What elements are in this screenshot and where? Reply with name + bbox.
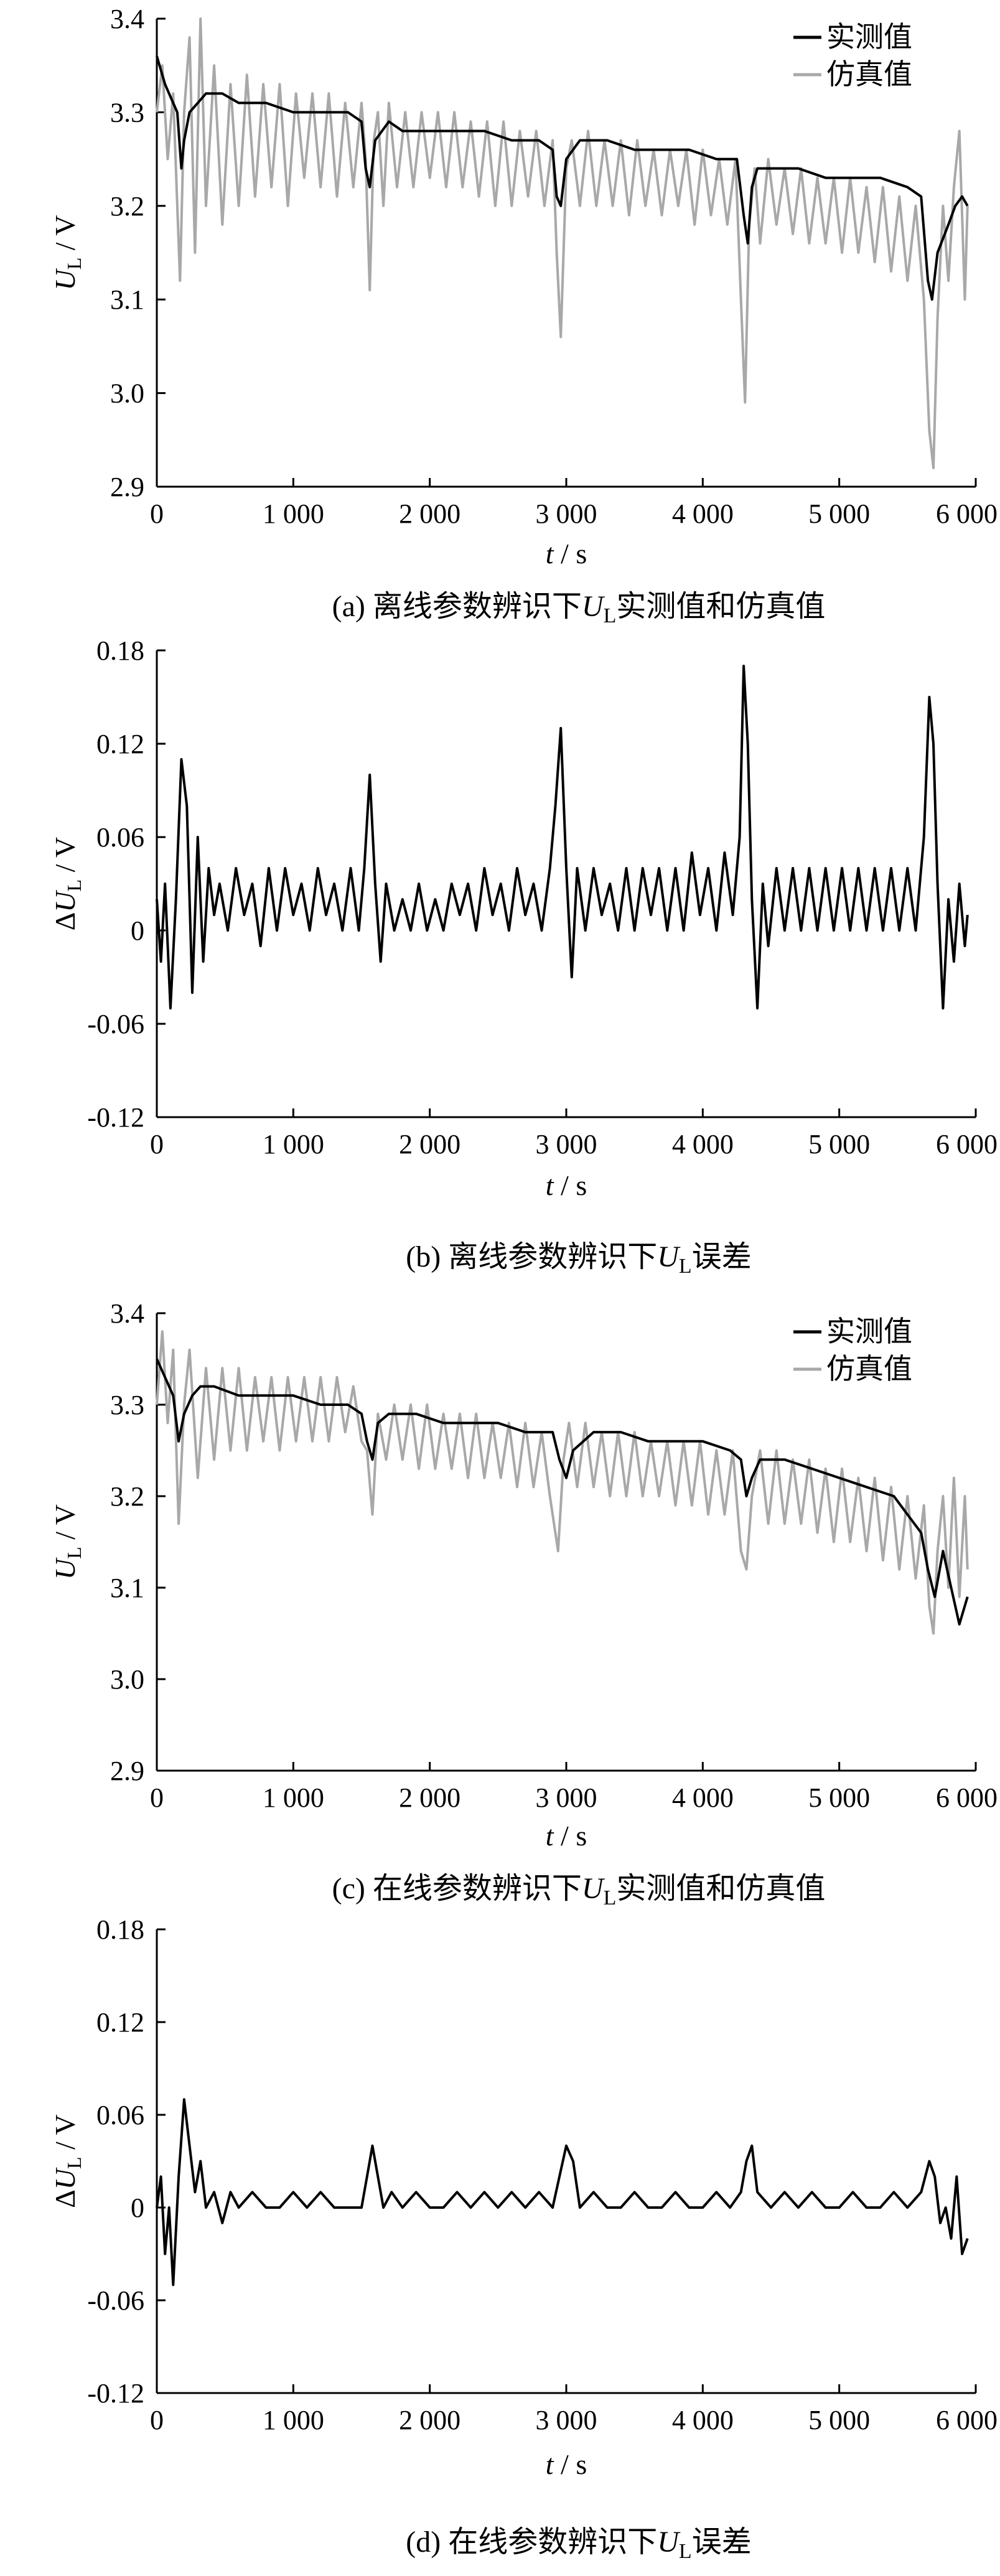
x-tick-label: 4 000: [672, 2405, 734, 2435]
x-tick-label: 3 000: [536, 2405, 597, 2435]
x-tick-label: 6 000: [936, 1782, 998, 1813]
error-series-line: [156, 2098, 969, 2287]
x-tick-label: 0: [150, 1782, 164, 1813]
x-tick-label: 4 000: [672, 499, 734, 529]
x-axis-title: t / s: [546, 2448, 587, 2480]
legend-label-simulated: 仿真值: [826, 59, 912, 90]
series-simulated-line: [156, 17, 969, 469]
error-series-line: [156, 665, 969, 1009]
y-tick-label: 3.0: [110, 378, 144, 409]
x-tick-label: 2 000: [399, 2405, 460, 2435]
y-tick-label: 0.06: [96, 822, 144, 853]
x-tick-label: 6 000: [936, 2405, 998, 2435]
x-axis-title: t / s: [546, 1820, 587, 1852]
y-tick-label: 0.12: [96, 2007, 144, 2038]
x-tick-label: 0: [150, 499, 164, 529]
y-tick-label: 3.2: [110, 1481, 144, 1512]
y-tick-label: -0.06: [87, 2285, 144, 2316]
y-tick-label: 3.1: [110, 1573, 144, 1603]
x-tick-label: 0: [150, 2405, 164, 2435]
chart-panel-b: -0.12 -0.06 0 0.06 0.12 0.18 0 1 000 2 000 3 000 4…: [49, 635, 998, 1278]
x-tick-label: 0: [150, 1129, 164, 1159]
x-tick-label: 5 000: [808, 2405, 870, 2435]
x-tick-label: 1 000: [263, 499, 324, 529]
y-tick-label: 0.18: [96, 635, 144, 666]
y-tick-label: 3.3: [110, 97, 144, 128]
x-tick-label: 3 000: [536, 499, 597, 529]
legend-label-measured: 实测值: [826, 1316, 912, 1347]
x-tick-label: 1 000: [263, 1129, 324, 1159]
y-tick-label: 2.9: [110, 1756, 144, 1786]
x-axis-title: t / s: [546, 538, 587, 569]
x-tick-label: 4 000: [672, 1782, 734, 1813]
x-tick-label: 2 000: [399, 1782, 460, 1813]
x-tick-label: 1 000: [263, 1782, 324, 1813]
y-tick-label: 0: [131, 2193, 144, 2223]
x-tick-label: 5 000: [808, 499, 870, 529]
y-tick-label: 0.12: [96, 729, 144, 759]
x-axis-title: t / s: [546, 1169, 587, 1201]
x-tick-label: 3 000: [536, 1782, 597, 1813]
chart-panel-a: 2.9 3.0 3.1 3.2 3.3 3.4 0 1 000 2 000 3 000 4 000 5…: [49, 4, 998, 627]
x-tick-label: 2 000: [399, 499, 460, 529]
x-tick-label: 1 000: [263, 2405, 324, 2435]
x-tick-label: 2 000: [399, 1129, 460, 1159]
y-axis-title: UL / V: [49, 1504, 85, 1580]
y-tick-label: 3.2: [110, 191, 144, 222]
y-tick-label: 3.4: [110, 1298, 144, 1329]
legend-label-measured: 实测值: [826, 21, 912, 53]
series-measured-line: [156, 1358, 969, 1626]
series-simulated-line: [156, 1330, 969, 1635]
y-tick-label: 0.06: [96, 2100, 144, 2130]
figure-caption: (a) 离线参数辨识下UL实测值和仿真值: [332, 590, 826, 627]
y-axis-title: UL / V: [49, 215, 85, 291]
y-tick-label: 3.0: [110, 1664, 144, 1695]
x-tick-label: 3 000: [536, 1129, 597, 1159]
y-tick-label: 0.18: [96, 1914, 144, 1945]
y-tick-label: 3.4: [110, 4, 144, 34]
chart-panel-c: 2.9 3.0 3.1 3.2 3.3 3.4 0 1 000 2 000 3 000 4 000 5…: [49, 1298, 998, 1909]
y-tick-label: 2.9: [110, 472, 144, 502]
x-tick-label: 5 000: [808, 1129, 870, 1159]
y-tick-label: 3.3: [110, 1390, 144, 1420]
y-axis-title: ΔUL / V: [49, 837, 85, 931]
x-tick-label: 6 000: [936, 1129, 998, 1159]
figure-caption: (b) 离线参数辨识下UL误差: [406, 1240, 751, 1278]
y-axis-title: ΔUL / V: [49, 2114, 85, 2208]
chart-panel-d: -0.12 -0.06 0 0.06 0.12 0.18 0 1 000 2 000 3 000 4…: [49, 1914, 998, 2563]
y-tick-label: 3.1: [110, 284, 144, 315]
y-tick-label: 0: [131, 916, 144, 946]
y-tick-label: -0.12: [87, 2378, 144, 2409]
figure-caption: (d) 在线参数辨识下UL误差: [406, 2526, 751, 2563]
y-tick-label: -0.12: [87, 1102, 144, 1133]
legend-label-simulated: 仿真值: [826, 1353, 912, 1385]
series-measured-line: [156, 55, 969, 301]
x-tick-label: 4 000: [672, 1129, 734, 1159]
x-tick-label: 6 000: [936, 499, 998, 529]
x-tick-label: 5 000: [808, 1782, 870, 1813]
figure-caption: (c) 在线参数辨识下UL实测值和仿真值: [332, 1872, 826, 1909]
y-tick-label: -0.06: [87, 1009, 144, 1039]
